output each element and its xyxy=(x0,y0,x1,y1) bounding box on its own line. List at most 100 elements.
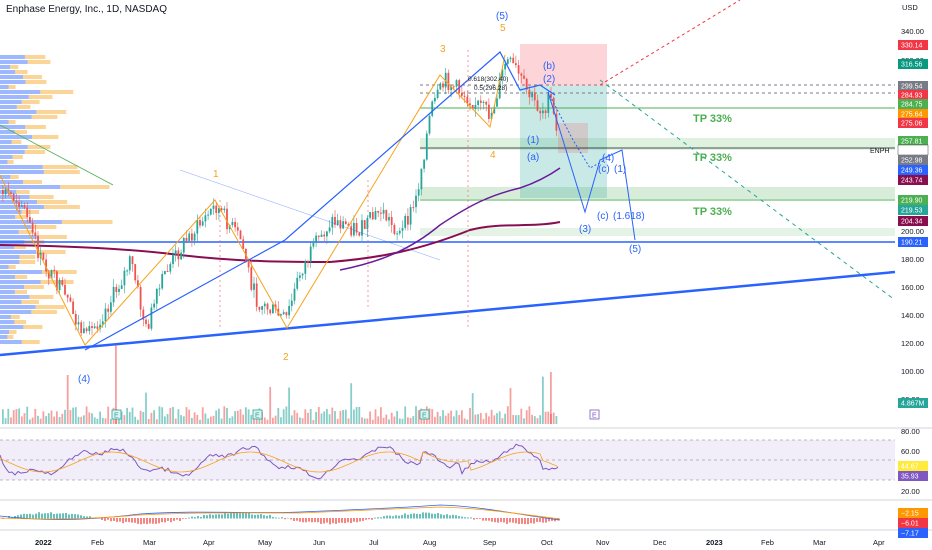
earnings-marker[interactable] xyxy=(111,409,122,420)
wave-blue xyxy=(84,51,556,351)
candle xyxy=(209,208,212,215)
wave-3-label: 3 xyxy=(440,44,446,55)
candle xyxy=(442,83,444,88)
rsi-tag xyxy=(898,471,928,481)
candle xyxy=(285,312,288,316)
price-tag-value: 275.06 xyxy=(901,121,923,128)
candle xyxy=(134,264,137,281)
candle xyxy=(471,105,474,110)
candle xyxy=(112,286,115,303)
price-tag xyxy=(898,237,928,247)
candle xyxy=(47,271,50,279)
candle xyxy=(504,63,506,70)
price-tag-value: 190.21 xyxy=(901,240,923,247)
candle xyxy=(452,86,455,88)
candle xyxy=(31,222,34,233)
candle xyxy=(88,326,91,332)
stop-loss-zone xyxy=(520,44,607,86)
time-tick: Mar xyxy=(143,538,156,547)
tp-label-2: TP 33% xyxy=(693,152,732,164)
macd-tag xyxy=(898,518,928,528)
candle xyxy=(539,110,542,114)
time-tick: Jul xyxy=(369,538,379,547)
candle xyxy=(155,288,158,304)
candles[interactable] xyxy=(2,52,558,336)
candle xyxy=(4,189,7,195)
time-tick: Sep xyxy=(483,538,496,547)
price-tags: 330.14 316.56 299.54 284.93 284.75 275.64 275.… xyxy=(897,40,929,408)
earnings-marker-label: E xyxy=(592,413,597,420)
candle xyxy=(177,250,180,260)
candle xyxy=(272,304,274,314)
candle xyxy=(166,271,169,273)
wave-2-label: 2 xyxy=(283,352,289,363)
candle xyxy=(101,321,104,325)
candle xyxy=(255,283,258,307)
candle xyxy=(158,288,161,290)
candle xyxy=(218,208,220,214)
candle xyxy=(307,261,309,263)
wave-b-label: (b) xyxy=(543,61,555,72)
candle xyxy=(118,288,120,292)
candle xyxy=(417,189,420,196)
candle xyxy=(517,65,520,74)
candle xyxy=(15,200,18,203)
support-trendline[interactable] xyxy=(0,270,896,357)
wave-orange xyxy=(0,54,506,346)
price-tag-value: 284.93 xyxy=(901,93,923,100)
earnings-marker-label: E xyxy=(255,413,260,420)
candle xyxy=(201,221,204,226)
earnings-marker[interactable] xyxy=(419,409,430,420)
candle xyxy=(180,252,182,260)
price-tick: 200.00 xyxy=(901,227,924,236)
candle xyxy=(263,303,266,307)
candle xyxy=(317,235,320,237)
time-tick: Dec xyxy=(653,538,667,547)
candle xyxy=(145,319,147,324)
candle xyxy=(479,100,482,103)
earnings-marker[interactable] xyxy=(252,409,263,420)
candle xyxy=(182,237,185,253)
candle xyxy=(336,220,339,225)
candle xyxy=(515,63,517,66)
candle xyxy=(350,226,353,236)
candle xyxy=(169,264,172,272)
tp-label-1: TP 33% xyxy=(693,113,732,125)
volume-profile xyxy=(0,55,113,344)
wave-c-proj-label: (c) xyxy=(598,164,610,175)
candle xyxy=(37,235,39,259)
candle xyxy=(258,306,261,310)
rsi-tag-value: 35.93 xyxy=(901,474,919,481)
candle xyxy=(83,328,85,334)
candle xyxy=(369,212,371,218)
candle xyxy=(525,78,528,90)
candle xyxy=(509,57,512,60)
candle xyxy=(207,214,209,216)
candle xyxy=(304,261,307,274)
candle xyxy=(91,326,93,329)
candle xyxy=(458,80,461,93)
candle xyxy=(115,286,118,292)
price-tag-value: 249.36 xyxy=(901,168,923,175)
candle xyxy=(331,216,334,228)
time-tick: Apr xyxy=(873,538,885,547)
candle xyxy=(309,246,312,262)
rsi-tick: 20.00 xyxy=(901,487,920,496)
price-pane[interactable] xyxy=(0,0,895,428)
candle xyxy=(164,271,166,274)
earnings-marker[interactable] xyxy=(589,409,600,420)
candle xyxy=(188,233,191,241)
candle xyxy=(382,209,385,214)
candle xyxy=(555,113,558,131)
earnings-marker-label: E xyxy=(422,413,427,420)
time-axis[interactable]: 2022 Feb Mar Apr May Jun Jul Aug Sep Oct Nov Dec 202… xyxy=(35,538,885,547)
macd-tag-value: −6.01 xyxy=(901,521,919,528)
tp-zone-bottom xyxy=(420,228,895,236)
candle xyxy=(274,304,277,309)
candle xyxy=(53,269,56,272)
candle xyxy=(315,235,317,242)
candle xyxy=(50,269,53,279)
candle xyxy=(58,279,61,291)
